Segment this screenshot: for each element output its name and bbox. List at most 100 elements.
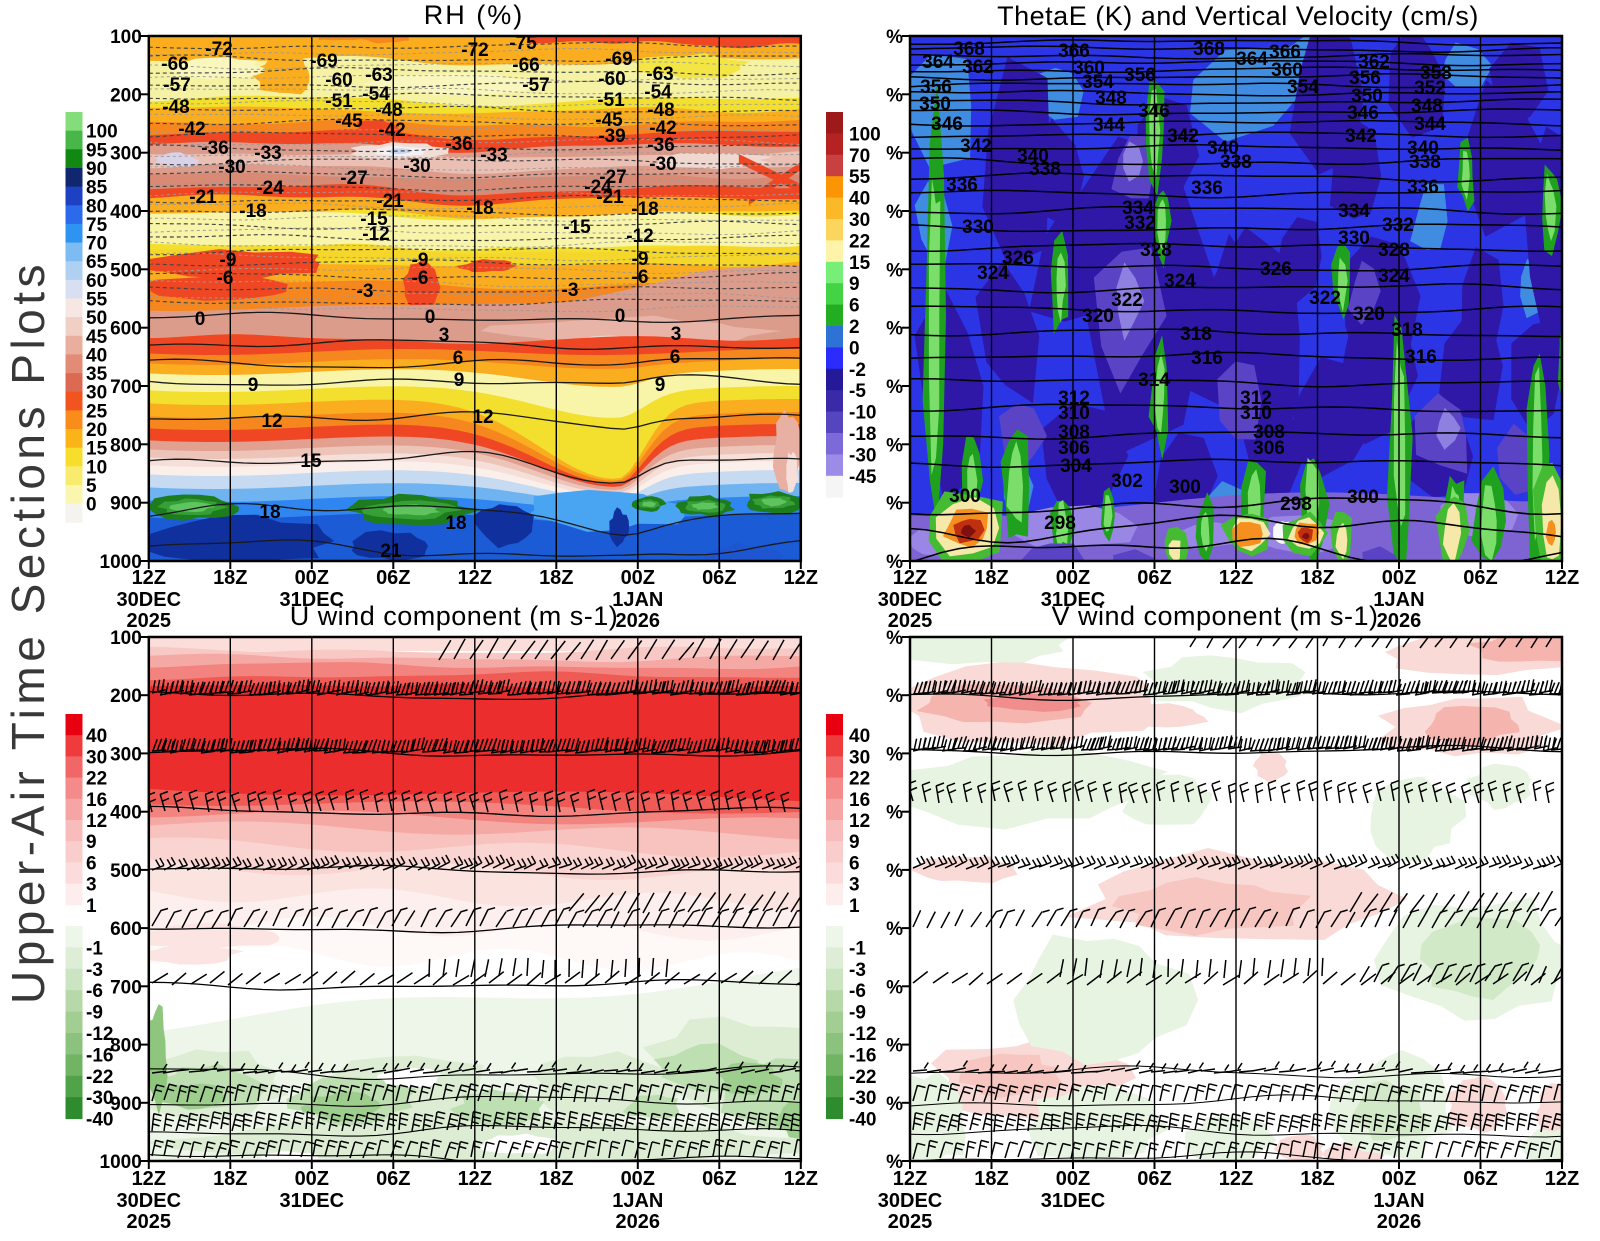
svg-text:-69: -69: [310, 51, 337, 72]
svg-text:12Z: 12Z: [784, 567, 818, 589]
svg-text:1JAN: 1JAN: [612, 589, 663, 611]
svg-text:354: 354: [1082, 72, 1114, 93]
svg-text:2025: 2025: [888, 610, 933, 632]
svg-text:-9: -9: [412, 250, 429, 271]
svg-text:22: 22: [849, 769, 870, 790]
svg-text:30: 30: [849, 747, 870, 768]
svg-text:16: 16: [849, 790, 870, 811]
svg-text:0: 0: [615, 306, 626, 327]
svg-text:700: 700: [110, 377, 142, 398]
svg-text:9: 9: [454, 370, 465, 391]
svg-text:-9: -9: [632, 249, 649, 270]
svg-text:328: 328: [1140, 240, 1172, 261]
svg-text:%: %: [886, 744, 903, 765]
svg-text:356: 356: [920, 77, 952, 98]
svg-text:2: 2: [849, 317, 860, 338]
svg-text:312: 312: [1240, 388, 1272, 409]
svg-text:-9: -9: [220, 250, 237, 271]
svg-text:%: %: [886, 494, 903, 515]
svg-text:318: 318: [1180, 324, 1212, 345]
svg-text:-63: -63: [365, 65, 392, 86]
svg-text:6: 6: [849, 853, 860, 874]
svg-text:50: 50: [86, 308, 107, 329]
svg-text:45: 45: [86, 327, 108, 348]
svg-text:366: 366: [1058, 41, 1090, 62]
svg-text:342: 342: [960, 136, 992, 157]
svg-text:18Z: 18Z: [213, 1168, 247, 1190]
svg-text:31DEC: 31DEC: [1041, 1190, 1105, 1212]
svg-text:-15: -15: [360, 209, 388, 230]
svg-text:-57: -57: [522, 75, 549, 96]
svg-text:06Z: 06Z: [376, 567, 410, 589]
svg-text:312: 312: [1058, 388, 1090, 409]
svg-text:22: 22: [849, 231, 870, 252]
svg-text:-21: -21: [189, 187, 217, 208]
svg-text:30: 30: [849, 210, 870, 231]
svg-text:18Z: 18Z: [1300, 1168, 1334, 1190]
svg-text:-18: -18: [849, 424, 876, 445]
svg-text:-36: -36: [647, 135, 674, 156]
svg-text:%: %: [886, 1152, 903, 1173]
svg-text:298: 298: [1044, 513, 1076, 534]
svg-text:0: 0: [849, 338, 860, 359]
svg-text:-3: -3: [357, 281, 374, 302]
svg-text:-72: -72: [205, 39, 232, 60]
svg-text:00Z: 00Z: [1056, 1168, 1090, 1190]
svg-text:-6: -6: [632, 267, 649, 288]
svg-text:6: 6: [849, 296, 860, 317]
svg-text:60: 60: [86, 271, 107, 292]
svg-text:-24: -24: [584, 177, 612, 198]
svg-text:3: 3: [439, 325, 450, 346]
svg-text:318: 318: [1391, 320, 1423, 341]
svg-text:-42: -42: [178, 119, 205, 140]
svg-text:%: %: [886, 144, 903, 165]
svg-text:06Z: 06Z: [702, 1168, 736, 1190]
svg-text:-1: -1: [849, 938, 866, 959]
svg-text:9: 9: [248, 375, 259, 396]
svg-text:332: 332: [1382, 215, 1414, 236]
svg-text:360: 360: [1073, 58, 1105, 79]
svg-text:2025: 2025: [127, 1211, 172, 1233]
svg-text:-40: -40: [86, 1110, 113, 1131]
svg-text:1000: 1000: [100, 1152, 142, 1173]
svg-text:-40: -40: [849, 1110, 876, 1131]
svg-text:316: 316: [1405, 347, 1437, 368]
svg-text:356: 356: [1349, 68, 1381, 89]
svg-text:80: 80: [86, 196, 107, 217]
svg-text:12Z: 12Z: [132, 1168, 166, 1190]
svg-text:700: 700: [110, 977, 142, 998]
svg-text:400: 400: [110, 803, 142, 824]
svg-text:00Z: 00Z: [621, 567, 655, 589]
svg-text:18Z: 18Z: [974, 567, 1008, 589]
svg-text:-24: -24: [256, 178, 284, 199]
svg-text:356: 356: [1124, 65, 1156, 86]
svg-text:-3: -3: [562, 280, 579, 301]
svg-text:%: %: [886, 919, 903, 940]
svg-text:30DEC: 30DEC: [117, 589, 181, 611]
svg-text:336: 336: [1407, 177, 1439, 198]
svg-text:75: 75: [86, 215, 108, 236]
svg-text:350: 350: [1351, 86, 1383, 107]
svg-text:Upper-Air Time Sections Plots: Upper-Air Time Sections Plots: [2, 260, 54, 1004]
svg-text:00Z: 00Z: [295, 567, 329, 589]
svg-text:346: 346: [931, 114, 963, 135]
svg-text:95: 95: [86, 140, 108, 161]
svg-text:-54: -54: [644, 82, 672, 103]
svg-text:22: 22: [86, 769, 107, 790]
svg-text:%: %: [886, 377, 903, 398]
svg-text:00Z: 00Z: [1056, 567, 1090, 589]
svg-text:10: 10: [86, 457, 107, 478]
svg-text:324: 324: [977, 263, 1009, 284]
svg-text:322: 322: [1309, 288, 1341, 309]
svg-text:0: 0: [86, 495, 97, 516]
svg-text:%: %: [886, 977, 903, 998]
svg-text:800: 800: [110, 1036, 142, 1057]
svg-text:-36: -36: [445, 134, 472, 155]
svg-text:300: 300: [110, 744, 142, 765]
svg-text:21: 21: [380, 541, 402, 562]
svg-text:1JAN: 1JAN: [1373, 589, 1424, 611]
svg-text:-12: -12: [849, 1024, 876, 1045]
svg-text:12Z: 12Z: [1545, 567, 1579, 589]
svg-text:1000: 1000: [100, 552, 142, 573]
svg-text:6: 6: [453, 348, 464, 369]
